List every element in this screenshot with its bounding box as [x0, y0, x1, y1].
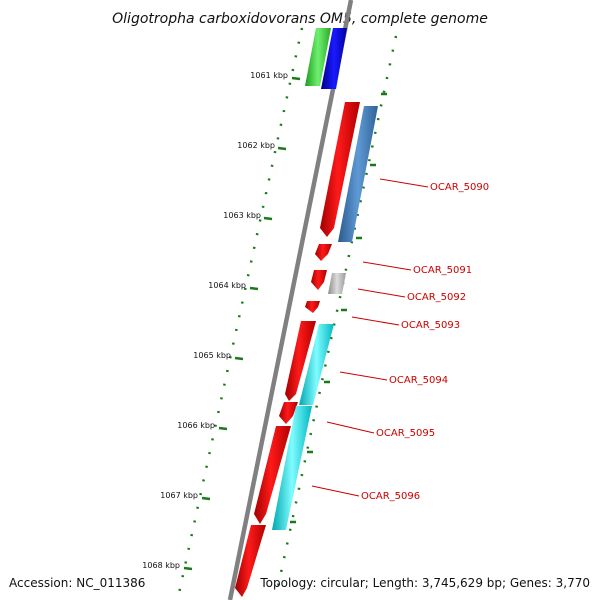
- topology-text: Topology: circular; Length: 3,745,629 bp…: [259, 576, 590, 590]
- cyan-feature-5096: [272, 406, 312, 530]
- map-title: Oligotropha carboxidovorans OM5, complet…: [112, 11, 488, 27]
- tick-1061-kbp: [291, 76, 301, 81]
- tick-1063-kbp: [263, 216, 273, 221]
- gene-ocar-5095[interactable]: [279, 402, 298, 424]
- label-ocar-5093[interactable]: OCAR_5093: [401, 320, 460, 331]
- steel-feature-5090: [338, 106, 378, 242]
- tick-1067-kbp: [201, 496, 211, 501]
- label-ocar-5096[interactable]: OCAR_5096: [361, 491, 420, 502]
- tick-1062-kbp: [277, 146, 287, 151]
- gene-ocar-5092[interactable]: [311, 270, 327, 290]
- gene-ocar-5093[interactable]: [305, 301, 320, 313]
- ruler-label-1063: 1063 kbp: [223, 211, 261, 220]
- ruler-label-1062: 1062 kbp: [237, 141, 275, 150]
- green-feature-top: [305, 28, 331, 86]
- ruler-label-1068: 1068 kbp: [142, 561, 180, 570]
- label-ocar-5095[interactable]: OCAR_5095: [376, 428, 435, 439]
- gray-feature-5092: [328, 273, 346, 294]
- tick-1068-kbp: [183, 566, 193, 571]
- ruler-label-1064: 1064 kbp: [208, 281, 246, 290]
- ruler-label-1061: 1061 kbp: [250, 71, 288, 80]
- gene-ocar-5090[interactable]: [320, 102, 360, 237]
- cyan-feature-5094: [299, 324, 334, 405]
- label-ocar-5092[interactable]: OCAR_5092: [407, 292, 466, 303]
- label-ocar-5090[interactable]: OCAR_5090: [430, 182, 489, 193]
- tick-1064-kbp: [249, 286, 259, 291]
- blue-feature-top: [321, 28, 347, 89]
- tick-1065-kbp: [234, 356, 244, 361]
- tick-1066-kbp: [218, 426, 228, 431]
- gene-ocar-5094[interactable]: [285, 321, 316, 401]
- label-ocar-5094[interactable]: OCAR_5094: [389, 375, 448, 386]
- genome-backbone: [227, 0, 354, 600]
- gene-ocar-5096[interactable]: [254, 426, 291, 524]
- gene-ocar-5091[interactable]: [315, 244, 332, 261]
- accession-text: Accession: NC_011386: [9, 576, 145, 590]
- ruler-major-ticks: [183, 76, 301, 571]
- gene-labels: OCAR_5090 OCAR_5091 OCAR_5092 OCAR_5093 …: [361, 182, 489, 502]
- ruler-labels: 1061 kbp 1062 kbp 1063 kbp 1064 kbp 1065…: [142, 71, 288, 570]
- label-ocar-5091[interactable]: OCAR_5091: [413, 265, 472, 276]
- outer-ruler: [274, 35, 398, 597]
- label-leaders: [311, 178, 429, 497]
- ruler-label-1066: 1066 kbp: [177, 421, 215, 430]
- ruler-label-1065: 1065 kbp: [193, 351, 231, 360]
- ruler-label-1067: 1067 kbp: [160, 491, 198, 500]
- red-feature-bottom: [235, 525, 266, 597]
